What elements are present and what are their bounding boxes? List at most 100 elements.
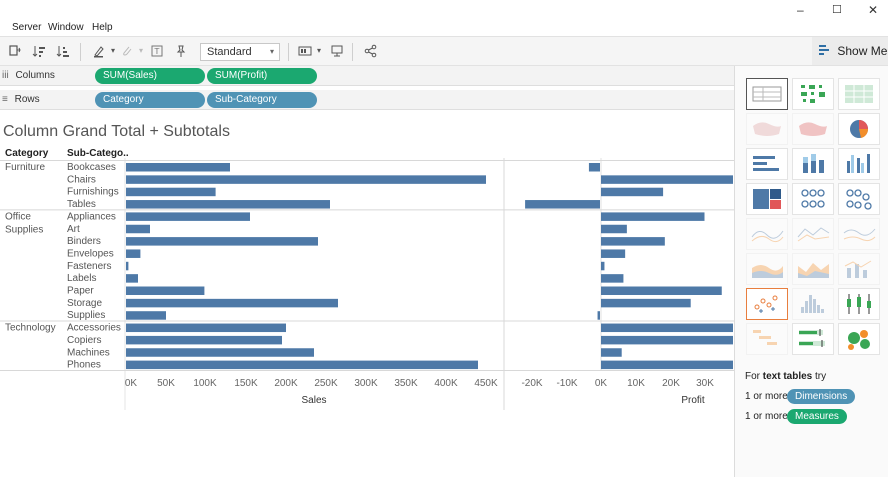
profit-bar[interactable] (597, 311, 600, 320)
category-label[interactable]: Technology (5, 323, 56, 334)
swap-rows-columns-icon[interactable] (8, 44, 22, 58)
subcategory-header[interactable]: Sub-Catego.. (67, 148, 129, 159)
profit-bar[interactable] (601, 274, 624, 283)
show-me-lines-continuous[interactable] (746, 218, 788, 250)
profit-bar[interactable] (601, 212, 705, 221)
show-me-area-continuous[interactable] (746, 253, 788, 285)
subcategory-label[interactable]: Fasteners (67, 261, 111, 272)
labels-icon[interactable]: T (150, 44, 164, 58)
show-me-circle-views[interactable] (792, 183, 834, 215)
sales-bar[interactable] (126, 335, 282, 345)
sales-bar[interactable] (126, 348, 314, 357)
pin-icon[interactable] (174, 44, 188, 58)
subcategory-label[interactable]: Phones (67, 360, 101, 371)
show-me-symbol-map[interactable] (746, 113, 788, 145)
category-header[interactable]: Category (5, 148, 49, 159)
columns-shelf[interactable]: iii Columns SUM(Sales) SUM(Profit) (0, 66, 734, 86)
subcategory-label[interactable]: Labels (67, 273, 96, 284)
subcategory-label[interactable]: Tables (67, 199, 96, 210)
subcategory-label[interactable]: Supplies (67, 310, 105, 321)
subcategory-label[interactable]: Copiers (67, 335, 101, 346)
sales-bar[interactable] (126, 360, 478, 370)
category-label[interactable]: Office (5, 211, 31, 222)
sales-bar[interactable] (126, 224, 150, 234)
profit-bar[interactable] (601, 187, 664, 197)
show-me-side-by-side-bars[interactable] (838, 148, 880, 180)
close-icon[interactable]: ✕ (868, 3, 879, 17)
profit-bar[interactable] (601, 224, 627, 234)
show-me-horizontal-bars[interactable] (746, 148, 788, 180)
sort-ascending-icon[interactable] (32, 44, 46, 58)
sort-descending-icon[interactable] (56, 44, 70, 58)
sales-bar[interactable] (126, 261, 129, 271)
presentation-icon[interactable] (330, 44, 344, 58)
sales-bar[interactable] (126, 187, 216, 197)
sales-bar[interactable] (126, 175, 486, 184)
profit-bar[interactable] (588, 163, 600, 172)
subcategory-label[interactable]: Furnishings (67, 187, 119, 198)
profit-bar[interactable] (525, 200, 600, 209)
show-me-side-by-side-circles[interactable] (838, 183, 880, 215)
profit-bar[interactable] (601, 335, 733, 345)
show-me-highlight-table[interactable] (838, 78, 880, 110)
subcategory-label[interactable]: Chairs (67, 174, 96, 185)
show-cards-dropdown-icon[interactable]: ▾ (316, 46, 321, 55)
subcategory-label[interactable]: Binders (67, 236, 101, 247)
show-me-lines-discrete[interactable] (792, 218, 834, 250)
pill-sum-profit[interactable]: SUM(Profit) (207, 68, 317, 84)
profit-axis-title[interactable]: Profit (681, 395, 705, 406)
show-me-treemap[interactable] (746, 183, 788, 215)
category-label[interactable]: Furniture (5, 162, 45, 173)
pill-category[interactable]: Category (95, 92, 205, 108)
show-me-packed-bubbles[interactable] (838, 323, 880, 355)
show-me-heat-map[interactable] (792, 78, 834, 110)
profit-bar[interactable] (601, 237, 665, 246)
show-me-box-and-whisker[interactable] (838, 288, 880, 320)
show-me-gantt-chart[interactable] (746, 323, 788, 355)
subcategory-label[interactable]: Art (67, 224, 80, 235)
show-me-stacked-bars[interactable] (792, 148, 834, 180)
menu-server[interactable]: Server (12, 22, 42, 33)
subcategory-label[interactable]: Storage (67, 298, 102, 309)
sales-bar[interactable] (126, 298, 338, 308)
subcategory-label[interactable]: Appliances (67, 211, 116, 222)
profit-bar[interactable] (601, 261, 605, 271)
show-me-pie-chart[interactable] (838, 113, 880, 145)
sales-bar[interactable] (126, 249, 141, 258)
fit-dropdown[interactable]: Standard ▾ (200, 43, 280, 61)
sales-axis-title[interactable]: Sales (301, 395, 326, 406)
subcategory-label[interactable]: Accessories (67, 323, 121, 334)
profit-bar[interactable] (601, 175, 733, 184)
subcategory-label[interactable]: Bookcases (67, 162, 116, 173)
profit-bar[interactable] (601, 298, 691, 308)
profit-bar[interactable] (601, 249, 626, 258)
menu-help[interactable]: Help (92, 22, 113, 33)
show-me-button[interactable]: Show Me (812, 37, 888, 65)
share-icon[interactable] (364, 44, 378, 58)
sales-bar[interactable] (126, 323, 286, 333)
show-me-filled-map[interactable] (792, 113, 834, 145)
subcategory-label[interactable]: Paper (67, 286, 94, 297)
profit-bar[interactable] (601, 348, 622, 357)
show-me-text-table[interactable] (746, 78, 788, 110)
show-me-histogram[interactable] (792, 288, 834, 320)
menu-window[interactable]: Window (48, 22, 84, 33)
show-me-scatter-plot[interactable] (746, 288, 788, 320)
show-me-dual-combination[interactable] (838, 253, 880, 285)
pill-sub-category[interactable]: Sub-Category (207, 92, 317, 108)
show-me-bullet-graph[interactable] (792, 323, 834, 355)
rows-shelf[interactable]: ≡ Rows Category Sub-Category (0, 90, 734, 110)
sales-bar[interactable] (126, 200, 330, 209)
minimize-icon[interactable]: – (797, 3, 804, 17)
subcategory-label[interactable]: Envelopes (67, 248, 114, 259)
profit-bar[interactable] (601, 323, 733, 333)
category-label[interactable]: Supplies (5, 224, 43, 235)
show-me-area-discrete[interactable] (792, 253, 834, 285)
sales-bar[interactable] (126, 212, 250, 221)
sales-bar[interactable] (126, 274, 138, 283)
highlight-icon[interactable] (92, 44, 106, 58)
show-me-dual-lines[interactable] (838, 218, 880, 250)
pill-sum-sales[interactable]: SUM(Sales) (95, 68, 205, 84)
sales-bar[interactable] (126, 286, 205, 296)
sales-bar[interactable] (126, 311, 166, 320)
